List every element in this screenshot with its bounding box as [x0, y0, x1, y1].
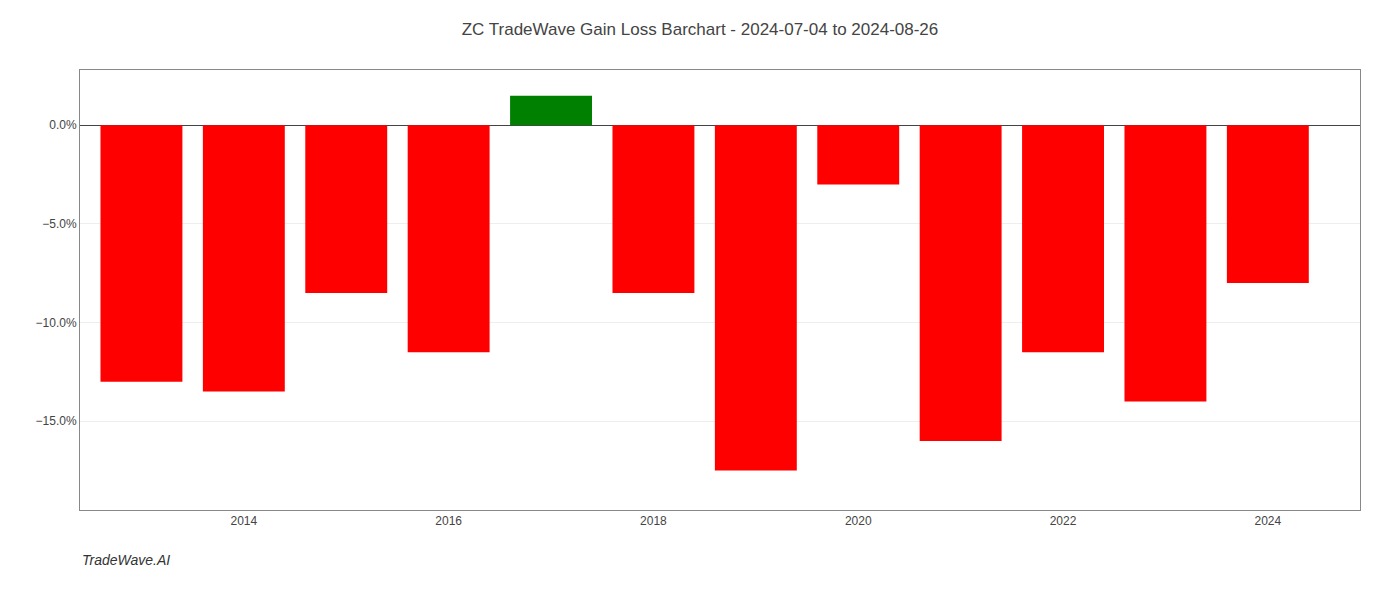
svg-text:−10.0%: −10.0%	[36, 316, 77, 330]
svg-text:2020: 2020	[845, 514, 872, 528]
svg-text:ZC TradeWave Gain Loss Barchar: ZC TradeWave Gain Loss Barchart - 2024-0…	[462, 20, 939, 39]
svg-text:2022: 2022	[1050, 514, 1077, 528]
svg-text:−15.0%: −15.0%	[36, 414, 77, 428]
svg-text:−5.0%: −5.0%	[42, 217, 77, 231]
svg-text:0.0%: 0.0%	[49, 118, 77, 132]
svg-text:TradeWave.AI: TradeWave.AI	[82, 552, 170, 568]
svg-text:2016: 2016	[435, 514, 462, 528]
svg-text:2024: 2024	[1254, 514, 1281, 528]
svg-text:2018: 2018	[640, 514, 667, 528]
svg-text:2014: 2014	[230, 514, 257, 528]
